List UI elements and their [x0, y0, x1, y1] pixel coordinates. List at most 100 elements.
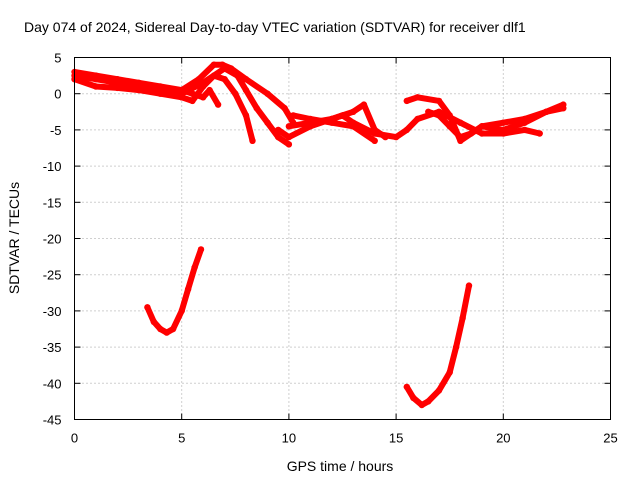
data-point — [184, 286, 192, 293]
x-tick-label: 20 — [496, 431, 510, 446]
y-axis-label: SDTVAR / TECUs — [6, 182, 22, 294]
data-point — [446, 123, 453, 130]
data-point — [227, 65, 235, 72]
series-dip-1 — [144, 246, 205, 336]
y-tick-label: 5 — [54, 51, 61, 66]
data-point — [521, 126, 528, 134]
data-point — [189, 90, 196, 97]
data-point — [92, 83, 100, 90]
data-point — [446, 112, 453, 119]
data-point — [403, 383, 410, 391]
y-tick-label: -5 — [50, 123, 62, 138]
data-point — [264, 90, 271, 97]
data-point — [536, 130, 543, 137]
data-point — [478, 123, 486, 130]
data-point — [500, 119, 507, 126]
data-point — [350, 108, 357, 116]
data-point — [435, 97, 443, 105]
data-point — [199, 94, 207, 101]
y-tick-label: -45 — [43, 413, 62, 428]
x-tick-label: 10 — [282, 431, 296, 446]
data-point — [249, 137, 256, 144]
data-point — [169, 325, 177, 333]
y-tick-label: 0 — [54, 87, 61, 102]
data-point — [560, 105, 567, 112]
data-point — [275, 133, 282, 141]
data-point — [157, 90, 164, 97]
data-point — [191, 264, 198, 271]
data-point — [371, 137, 378, 144]
data-point — [242, 86, 250, 94]
series-trail — [425, 105, 567, 141]
series-arc-i — [425, 105, 567, 141]
data-point — [221, 76, 228, 83]
series-dip-2 — [403, 282, 473, 409]
data-point — [206, 86, 213, 94]
series-trail — [71, 61, 297, 126]
data-point — [214, 101, 222, 108]
data-point — [135, 86, 142, 94]
y-tick-label: -25 — [43, 268, 62, 283]
series-arc-g — [290, 112, 378, 144]
data-point — [307, 115, 314, 123]
x-tick-label: 5 — [178, 431, 185, 446]
data-point — [414, 115, 421, 123]
data-point — [350, 123, 357, 130]
data-point — [457, 133, 464, 141]
x-axis-label: GPS time / hours — [287, 458, 394, 474]
data-point — [264, 119, 271, 126]
data-point — [114, 76, 121, 83]
data-point — [232, 90, 239, 97]
data-points — [71, 61, 567, 409]
data-point — [285, 133, 293, 141]
y-tick-label: -20 — [43, 232, 62, 247]
x-tick-label: 25 — [603, 431, 617, 446]
data-point — [521, 115, 528, 123]
data-point — [382, 133, 389, 141]
data-point — [290, 112, 297, 119]
data-point — [478, 130, 486, 137]
data-point — [371, 126, 378, 134]
data-point — [178, 94, 185, 101]
data-point — [144, 304, 151, 311]
data-point — [465, 282, 473, 289]
data-point — [418, 401, 425, 409]
tick-labels: 0 5 10 15 20 25 5 0 -5 -10 -15 -20 -25 -30 -35 -40 -45 — [43, 51, 618, 446]
data-point — [210, 61, 218, 68]
data-point — [392, 133, 400, 141]
data-point — [157, 325, 164, 333]
x-tick-label: 0 — [71, 431, 78, 446]
data-point — [435, 112, 443, 119]
data-point — [414, 94, 421, 101]
data-point — [435, 387, 443, 394]
data-point — [452, 343, 460, 351]
y-tick-label: -35 — [43, 340, 62, 355]
series-arc-d — [178, 86, 222, 108]
data-point — [114, 84, 121, 92]
data-point — [219, 61, 226, 68]
data-point — [328, 119, 335, 126]
data-point — [459, 314, 466, 322]
data-point — [425, 398, 432, 405]
data-point — [285, 141, 293, 148]
data-point — [157, 83, 164, 90]
data-point — [178, 307, 185, 315]
data-point — [242, 112, 250, 119]
data-point — [467, 130, 475, 137]
axis-ticks — [74, 57, 611, 420]
data-point — [360, 101, 368, 108]
data-point — [285, 123, 293, 130]
y-tick-label: -30 — [43, 304, 62, 319]
data-point — [425, 108, 432, 116]
data-point — [189, 97, 196, 105]
y-tick-label: -10 — [43, 159, 62, 174]
series-arc-b — [71, 72, 256, 144]
data-point — [150, 318, 157, 325]
data-point — [210, 72, 218, 79]
data-point — [253, 105, 260, 112]
data-point — [199, 83, 207, 90]
data-point — [403, 97, 410, 105]
data-point — [242, 76, 250, 83]
